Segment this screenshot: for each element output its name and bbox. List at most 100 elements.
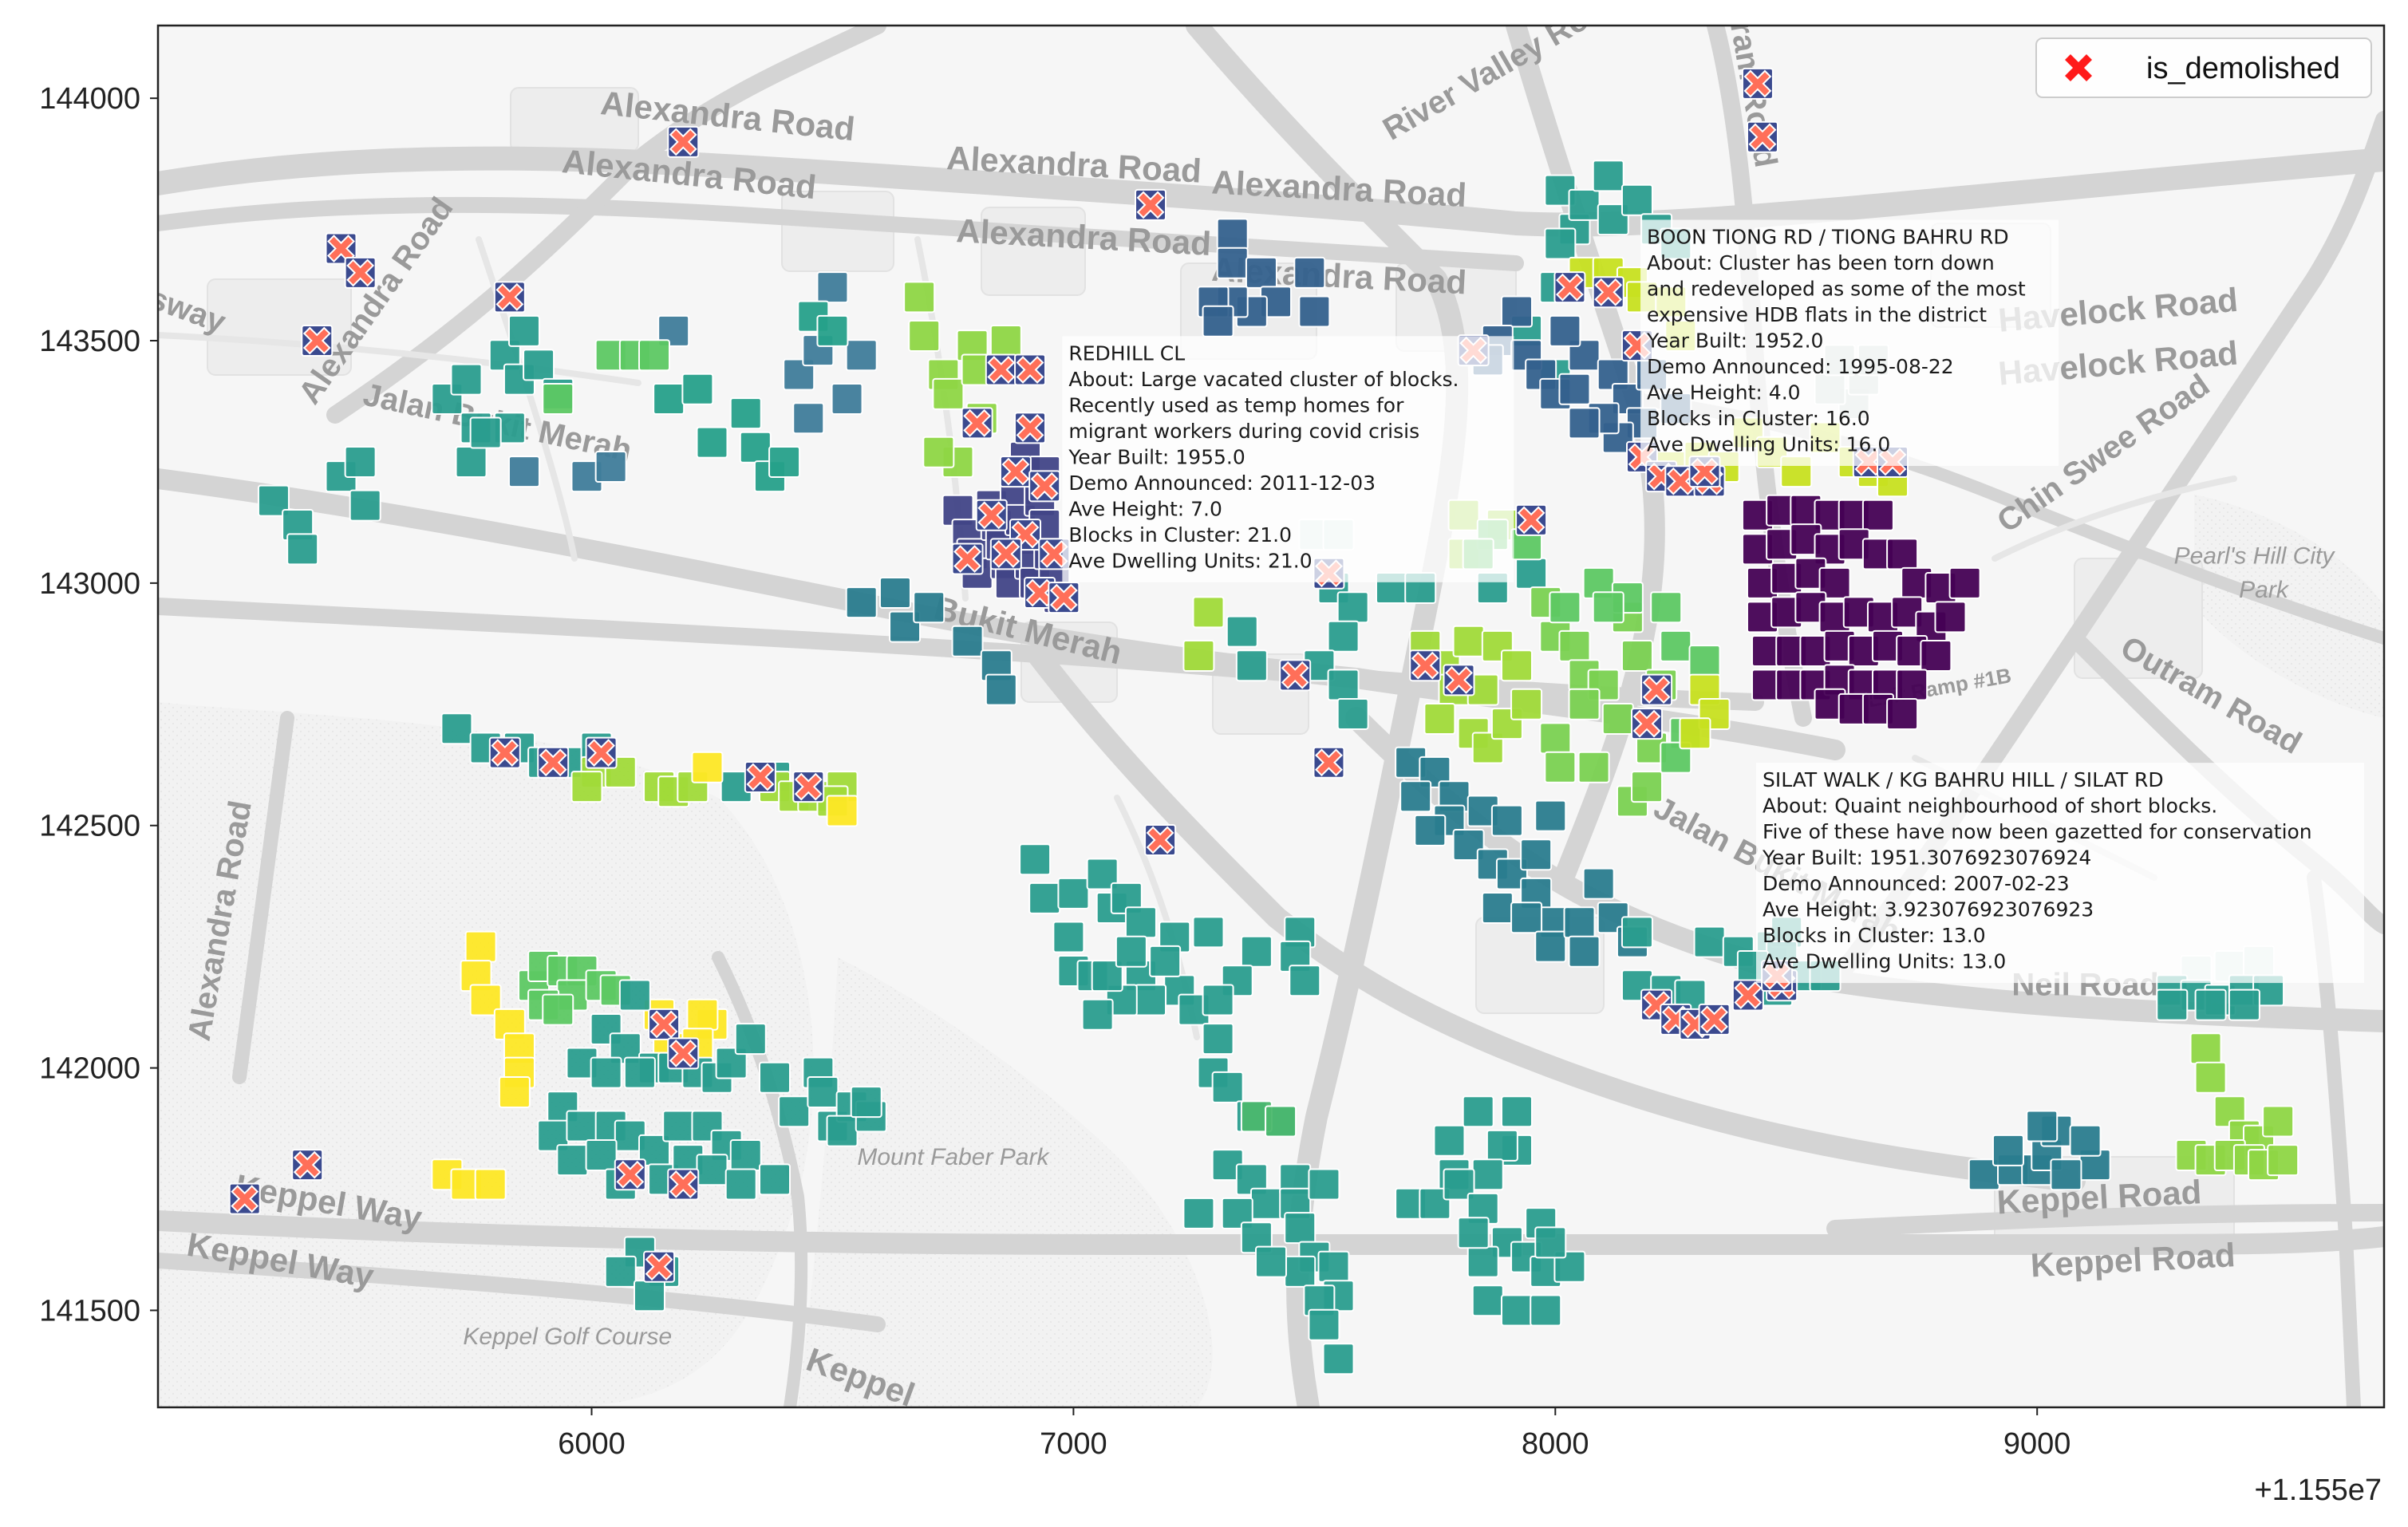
block-marker (450, 363, 483, 396)
block-marker (724, 1168, 757, 1201)
block-marker (469, 416, 502, 449)
block-marker (1544, 227, 1577, 260)
block-marker (1308, 1308, 1340, 1341)
block-marker (1284, 1255, 1317, 1288)
block-marker (1124, 906, 1157, 939)
block-marker (1149, 945, 1182, 977)
block-marker (878, 577, 911, 610)
block-marker (696, 1154, 728, 1186)
block-marker (556, 1144, 589, 1177)
block-marker (1327, 620, 1360, 653)
annotation-line: Demo Announced: 2011-12-03 (1068, 472, 1376, 495)
block-marker (1592, 591, 1624, 624)
block-marker (734, 1023, 767, 1055)
block-marker (1558, 629, 1591, 662)
demolished-marker (488, 736, 521, 769)
demolished-marker (989, 538, 1022, 570)
demolished-marker (1028, 470, 1061, 503)
block-marker (1457, 1217, 1490, 1249)
block-marker (1530, 1294, 1562, 1327)
block-marker (2194, 1061, 2227, 1094)
block-marker (662, 1110, 695, 1142)
demolished-marker (537, 746, 570, 779)
annotation-line: Blocks in Cluster: 16.0 (1647, 407, 1870, 430)
annotation-line: Ave Dwelling Units: 16.0 (1647, 432, 1890, 456)
block-marker (903, 281, 936, 314)
block-marker (889, 610, 922, 643)
block-marker (1539, 722, 1572, 755)
demolished-marker (1592, 276, 1624, 309)
block-marker (985, 673, 1017, 706)
block-marker (1620, 640, 1653, 673)
demolished-marker (1409, 649, 1442, 682)
x-tick-label: 8000 (1522, 1427, 1589, 1461)
annotation-line: Ave Height: 4.0 (1647, 381, 1801, 404)
block-marker (542, 382, 574, 415)
demolished-marker (493, 281, 526, 314)
block-marker (739, 431, 772, 464)
block-marker (1481, 892, 1514, 925)
y-tick-label: 143000 (39, 567, 140, 601)
block-marker (1240, 935, 1273, 968)
x-axis-ticks: 6000 7000 8000 9000 (558, 1407, 2070, 1461)
block-marker (623, 1056, 656, 1089)
block-marker (1510, 902, 1543, 934)
annotation-line: Ave Dwelling Units: 21.0 (1068, 549, 1312, 572)
block-marker (1631, 771, 1664, 803)
block-marker (831, 382, 863, 415)
block-marker (1549, 591, 1581, 624)
block-marker (1510, 688, 1543, 720)
block-marker (604, 1255, 637, 1288)
block-marker (1399, 780, 1432, 813)
demolished-marker (1144, 823, 1177, 856)
demolished-marker (648, 1008, 681, 1040)
block-marker (1520, 838, 1553, 871)
block-marker (1620, 916, 1653, 949)
block-marker (758, 1061, 791, 1094)
block-marker (1293, 256, 1326, 289)
block-marker (2194, 988, 2227, 1021)
legend-label: is_demolished (2146, 52, 2340, 85)
block-marker (1443, 1168, 1475, 1201)
demolished-marker (344, 256, 377, 289)
demolished-marker (1746, 120, 1778, 153)
block-marker (566, 1110, 598, 1142)
block-marker (286, 533, 319, 566)
block-marker (932, 377, 965, 410)
demolished-marker (643, 1250, 676, 1283)
block-marker (1582, 867, 1615, 900)
block-marker (455, 445, 488, 478)
block-marker (498, 1075, 531, 1108)
block-marker (1500, 1095, 1533, 1128)
annotation-line: SILAT WALK / KG BAHRU HILL / SILAT RD (1763, 768, 2164, 791)
legend-marker-x-icon (2065, 54, 2092, 81)
block-marker (1620, 183, 1653, 216)
block-marker (344, 445, 377, 478)
demolished-marker (1443, 664, 1475, 696)
block-marker (1317, 1250, 1350, 1283)
annotation-line: Blocks in Cluster: 21.0 (1068, 523, 1292, 546)
block-marker (1861, 499, 1894, 531)
block-marker (618, 979, 651, 1012)
block-marker (826, 795, 859, 827)
block-marker (1265, 1105, 1297, 1138)
block-marker (826, 1115, 859, 1147)
block-marker (1471, 732, 1504, 764)
block-marker (1500, 1294, 1533, 1327)
block-marker (1322, 1343, 1355, 1375)
demolished-marker (614, 1158, 646, 1191)
demolished-marker (1135, 188, 1167, 221)
block-marker (1057, 877, 1090, 909)
block-marker (1086, 858, 1119, 890)
block-marker (792, 402, 825, 435)
block-marker (1019, 843, 1052, 876)
block-marker (633, 1280, 665, 1312)
demolished-marker (1664, 465, 1697, 498)
block-marker (908, 319, 941, 352)
block-marker (1249, 1187, 1282, 1220)
block-marker (1298, 295, 1331, 328)
block-marker (1467, 1245, 1499, 1278)
block-marker (1245, 256, 1277, 289)
block-marker (1081, 998, 1114, 1031)
block-marker (922, 436, 955, 468)
